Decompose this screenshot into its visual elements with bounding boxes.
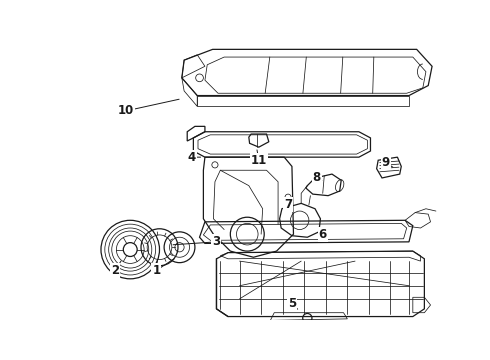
Text: 4: 4 — [188, 150, 196, 164]
Text: 6: 6 — [318, 228, 327, 240]
Text: 5: 5 — [288, 297, 296, 310]
Text: 7: 7 — [284, 198, 292, 211]
Text: 9: 9 — [382, 156, 390, 169]
Text: 2: 2 — [111, 264, 119, 277]
Text: 1: 1 — [152, 264, 161, 277]
Text: 3: 3 — [212, 235, 220, 248]
Text: 10: 10 — [118, 104, 134, 117]
Text: 11: 11 — [251, 154, 267, 167]
Text: 8: 8 — [313, 171, 320, 184]
